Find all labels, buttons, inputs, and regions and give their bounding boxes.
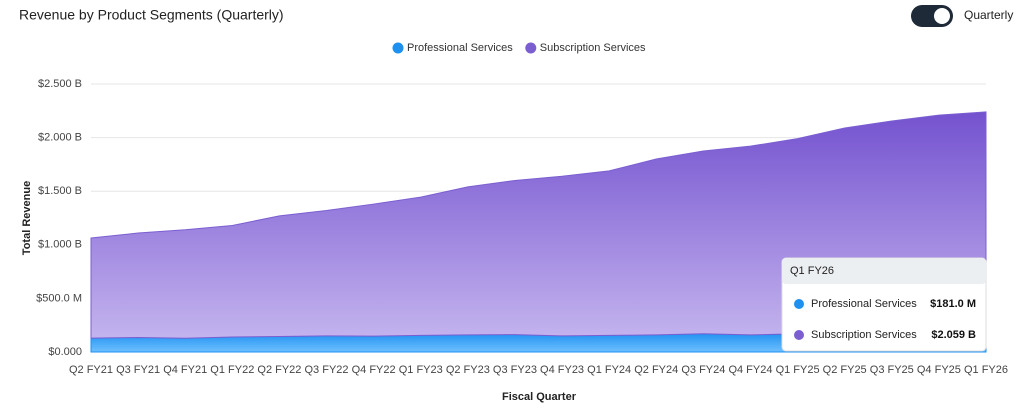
- chart-title: Revenue by Product Segments (Quarterly): [19, 7, 284, 23]
- y-tick-label: $2.000 B: [38, 132, 82, 144]
- toggle-label: Quarterly: [964, 8, 1013, 22]
- tooltip-series-name: Subscription Services: [811, 329, 917, 341]
- legend-label: Subscription Services: [540, 42, 646, 54]
- legend-marker: [525, 42, 537, 54]
- toggle-knob: [934, 8, 950, 24]
- x-tick-label: Q2 FY24: [634, 364, 678, 376]
- x-tick-label: Q4 FY25: [917, 364, 961, 376]
- tooltip-marker: [794, 330, 804, 340]
- y-axis-title: Total Revenue: [21, 181, 33, 255]
- x-tick-label: Q4 FY21: [163, 364, 207, 376]
- x-tick-label: Q1 FY24: [587, 364, 631, 376]
- x-tick-label: Q3 FY25: [870, 364, 914, 376]
- tooltip-title: Q1 FY26: [790, 265, 834, 277]
- x-tick-label: Q2 FY25: [823, 364, 867, 376]
- tooltip-header: [782, 258, 986, 284]
- x-tick-label: Q1 FY26: [964, 364, 1008, 376]
- x-tick-label: Q3 FY23: [493, 364, 537, 376]
- x-tick-label: Q4 FY22: [352, 364, 396, 376]
- tooltip-value: $2.059 B: [931, 329, 976, 341]
- x-tick-label: Q1 FY25: [776, 364, 820, 376]
- tooltip-series-name: Professional Services: [811, 298, 917, 310]
- y-tick-label: $2.500 B: [38, 78, 82, 90]
- x-tick-label: Q3 FY24: [681, 364, 725, 376]
- x-axis-title: Fiscal Quarter: [502, 391, 577, 403]
- x-tick-label: Q2 FY21: [69, 364, 113, 376]
- y-tick-label: $1.000 B: [38, 239, 82, 251]
- x-tick-label: Q1 FY23: [399, 364, 443, 376]
- y-tick-label: $500.0 M: [36, 292, 82, 304]
- x-tick-label: Q4 FY23: [540, 364, 584, 376]
- y-tick-label: $1.500 B: [38, 185, 82, 197]
- legend-marker: [392, 42, 404, 54]
- y-tick-label: $0.000: [48, 346, 82, 358]
- tooltip-marker: [794, 299, 804, 309]
- x-tick-label: Q3 FY22: [305, 364, 349, 376]
- x-tick-label: Q2 FY23: [446, 364, 490, 376]
- x-tick-label: Q2 FY22: [257, 364, 301, 376]
- legend-label: Professional Services: [407, 42, 513, 54]
- x-tick-label: Q4 FY24: [728, 364, 772, 376]
- tooltip-value: $181.0 M: [930, 298, 976, 310]
- x-tick-label: Q3 FY21: [116, 364, 160, 376]
- x-tick-label: Q1 FY22: [210, 364, 254, 376]
